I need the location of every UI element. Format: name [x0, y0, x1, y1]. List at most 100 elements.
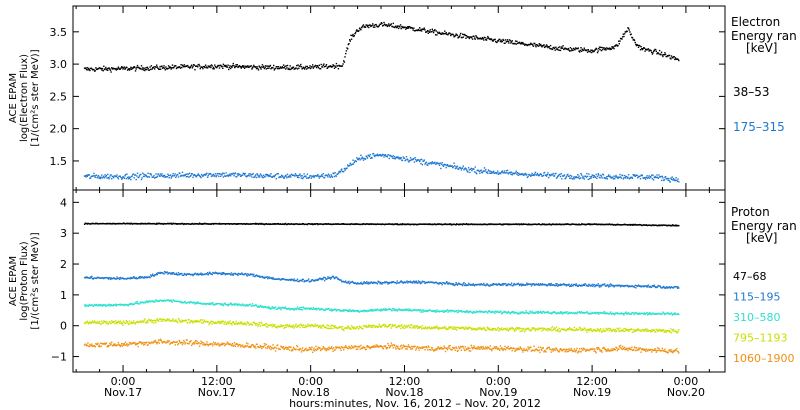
data-point — [459, 34, 461, 36]
data-point — [159, 68, 162, 70]
data-point — [398, 158, 400, 160]
data-point — [349, 40, 351, 42]
data-point — [419, 29, 422, 32]
data-point — [128, 176, 130, 178]
data-point — [214, 321, 217, 324]
data-point — [474, 38, 476, 40]
data-point — [268, 276, 270, 278]
data-point — [327, 327, 329, 329]
data-point — [302, 326, 304, 328]
data-point — [607, 175, 609, 177]
data-point — [524, 44, 526, 46]
data-point — [465, 223, 468, 225]
data-point — [136, 301, 139, 303]
data-point — [196, 321, 198, 323]
data-point — [161, 175, 164, 177]
data-point — [436, 34, 438, 36]
data-point — [206, 176, 209, 178]
data-point — [331, 327, 334, 330]
data-point — [456, 283, 458, 285]
data-point — [116, 322, 118, 325]
data-point — [546, 311, 548, 314]
data-point — [367, 24, 369, 27]
data-point — [126, 69, 129, 71]
data-point — [498, 282, 500, 285]
data-point — [485, 284, 488, 286]
data-point — [196, 273, 198, 276]
data-point — [440, 282, 443, 285]
data-point — [449, 164, 451, 167]
data-point — [484, 223, 486, 225]
data-point — [271, 306, 273, 308]
data-point — [317, 326, 320, 329]
data-point — [670, 58, 672, 60]
data-point — [492, 171, 494, 174]
data-point — [610, 311, 612, 313]
data-point — [465, 310, 468, 312]
data-point — [508, 42, 510, 44]
data-point — [328, 307, 330, 310]
data-point — [319, 324, 321, 327]
data-point — [227, 174, 229, 176]
data-point — [331, 65, 334, 68]
data-point — [396, 280, 398, 282]
data-point — [579, 51, 581, 53]
data-point — [355, 30, 357, 32]
data-point — [278, 326, 281, 328]
data-point — [671, 224, 673, 227]
data-point — [536, 174, 538, 176]
data-point — [516, 40, 518, 42]
data-point — [346, 167, 348, 169]
data-point — [664, 176, 667, 178]
data-point — [276, 223, 279, 225]
data-point — [527, 175, 529, 178]
data-point — [119, 175, 121, 177]
data-point — [193, 301, 196, 304]
data-point — [87, 305, 90, 307]
data-point — [117, 68, 119, 70]
data-point — [547, 283, 550, 285]
data-point — [251, 303, 254, 305]
data-point — [555, 283, 557, 285]
data-point — [268, 306, 270, 308]
data-point — [310, 177, 312, 179]
data-point — [301, 280, 303, 282]
data-point — [478, 311, 480, 313]
data-point — [124, 68, 126, 70]
data-point — [643, 313, 645, 315]
data-point — [543, 311, 545, 313]
data-point — [484, 170, 486, 172]
data-point — [336, 277, 338, 279]
data-point — [571, 283, 573, 286]
data-point — [337, 68, 340, 70]
data-point — [525, 310, 527, 312]
data-point — [426, 30, 428, 33]
data-point — [526, 284, 529, 286]
data-point — [532, 44, 534, 46]
data-point — [628, 29, 630, 31]
data-point — [276, 325, 279, 328]
data-point — [328, 174, 330, 176]
data-point — [257, 69, 260, 71]
data-point — [179, 175, 182, 177]
data-point — [357, 309, 359, 312]
data-point — [469, 284, 472, 286]
data-point — [167, 173, 169, 175]
legend-entry: 38–53 — [733, 85, 770, 99]
data-point — [534, 44, 537, 46]
data-point — [333, 65, 335, 67]
data-point — [574, 283, 576, 286]
data-point — [269, 175, 272, 177]
data-point — [335, 66, 337, 68]
data-point — [106, 321, 108, 323]
data-point — [301, 306, 303, 308]
data-point — [348, 310, 350, 313]
data-point — [334, 325, 336, 327]
data-point — [105, 323, 108, 325]
data-point — [567, 313, 570, 315]
data-point — [590, 177, 592, 179]
data-point — [130, 178, 132, 181]
data-point — [395, 282, 397, 284]
data-point — [569, 174, 572, 177]
data-point — [484, 310, 486, 313]
